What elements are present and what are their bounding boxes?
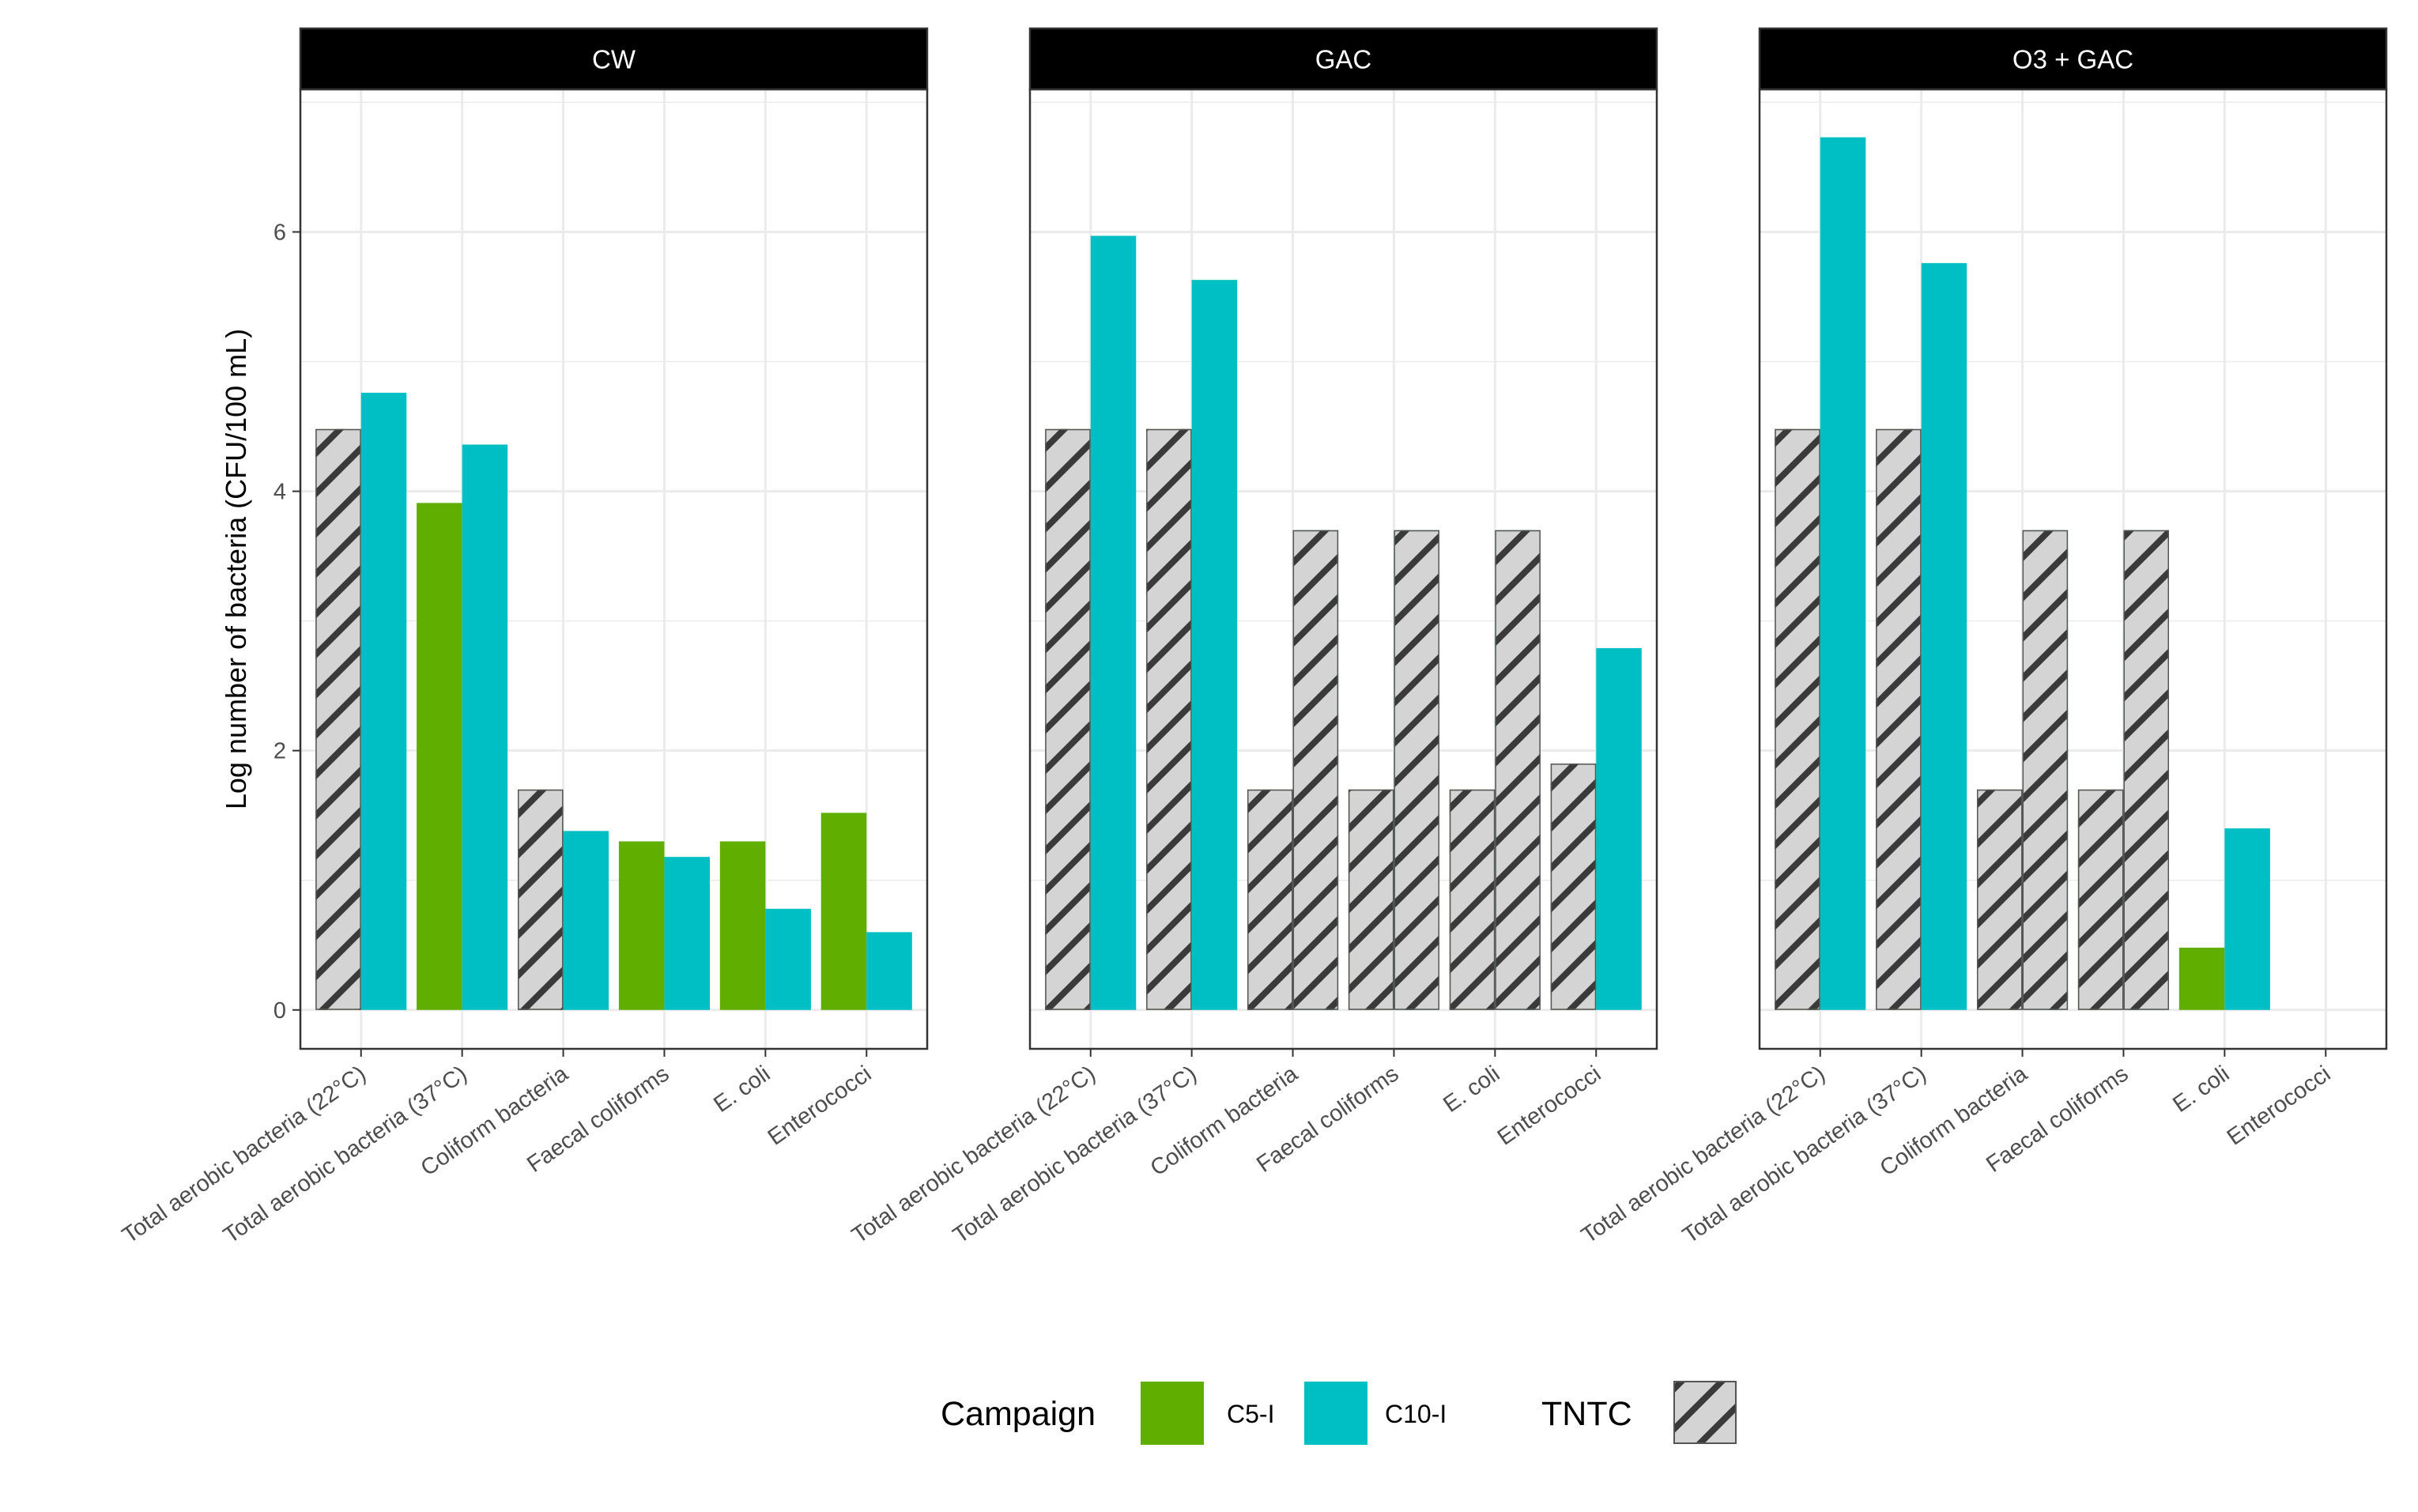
bar-c5-0-tntc-outline — [315, 428, 361, 1010]
panel-title: CW — [592, 45, 636, 74]
bar-c10-4 — [2224, 828, 2270, 1010]
bar-c5-0-tntc-outline — [1775, 428, 1820, 1010]
panel-strip — [1028, 27, 1658, 91]
bar-c10-2-tntc-outline — [1292, 530, 1339, 1010]
y-tick-label: 0 — [273, 998, 286, 1024]
bar-c5-1-tntc-outline — [1146, 428, 1192, 1010]
bar-c5-2-tntc-hatch — [517, 789, 564, 1010]
bar-c10-3-tntc-outline — [2123, 530, 2170, 1010]
legend-tntc-label: TNTC — [1541, 1395, 1632, 1433]
bar-c5-0-tntc-hatch — [1045, 428, 1091, 1010]
panel-title: GAC — [1315, 45, 1372, 74]
bar-c5-1-tntc-hatch — [1876, 428, 1922, 1010]
bar-c5-1 — [417, 503, 462, 1010]
panel-title: O3 + GAC — [2012, 45, 2133, 74]
bar-c10-2 — [563, 831, 609, 1010]
bar-c10-2-tntc-hatch — [2022, 530, 2069, 1010]
bar-c10-2-tntc-outline — [2022, 530, 2069, 1010]
bar-c10-5 — [866, 932, 912, 1010]
bar-c5-4-tntc-hatch — [1449, 789, 1496, 1010]
bar-c10-4 — [765, 908, 811, 1010]
bar-c5-2-tntc-hatch — [1247, 789, 1293, 1010]
panel-strip — [1758, 27, 2388, 91]
panel-strip — [299, 27, 929, 91]
bar-c10-3-tntc-outline — [1394, 530, 1440, 1010]
x-tick-label: E. coli — [709, 1061, 775, 1118]
legend-key-tntc — [1673, 1381, 1737, 1444]
bar-c5-3 — [618, 841, 665, 1010]
bar-c5-2-tntc-outline — [1976, 789, 2023, 1010]
legend-label-c5: C5-I — [1227, 1400, 1274, 1428]
bar-c5-5-tntc-hatch — [1550, 764, 1597, 1010]
legend-title: Campaign — [941, 1395, 1096, 1433]
y-tick-label: 2 — [273, 739, 286, 764]
bar-c5-4 — [2178, 948, 2225, 1010]
legend-key-c10 — [1304, 1382, 1367, 1445]
bar-c5-3-tntc-hatch — [1348, 789, 1394, 1010]
bar-c10-4-tntc-outline — [1495, 530, 1541, 1010]
bar-c5-2-tntc-hatch — [1976, 789, 2023, 1010]
legend-key-c5 — [1141, 1382, 1204, 1445]
x-tick-label: Enterococci — [2223, 1061, 2335, 1151]
y-tick-label: 6 — [273, 220, 286, 245]
bar-c5-3-tntc-outline — [2077, 789, 2124, 1010]
bar-c10-5 — [1596, 648, 1642, 1010]
bar-c5-2-tntc-outline — [1247, 789, 1293, 1010]
bar-c5-4-tntc-outline — [1449, 789, 1496, 1010]
bar-c5-1-tntc-hatch — [1146, 428, 1192, 1010]
bar-c5-2-tntc-outline — [517, 789, 564, 1010]
bar-c10-0 — [360, 392, 407, 1010]
y-tick-label: 4 — [273, 480, 286, 505]
bar-c10-0 — [1090, 236, 1137, 1010]
bar-c10-4-tntc-hatch — [1495, 530, 1541, 1010]
bar-c10-1 — [1191, 280, 1238, 1010]
x-tick-label: E. coli — [2168, 1061, 2234, 1118]
bar-c10-2-tntc-hatch — [1292, 530, 1339, 1010]
bar-c10-1 — [462, 444, 508, 1010]
bar-c5-1-tntc-outline — [1876, 428, 1922, 1010]
bar-c5-0-tntc-outline — [1045, 428, 1091, 1010]
bar-c5-0-tntc-hatch — [315, 428, 361, 1010]
legend: Campaign C5-I C10-I TNTC — [941, 1381, 1737, 1445]
x-tick-label: Enterococci — [764, 1061, 876, 1151]
legend-label-c10: C10-I — [1385, 1400, 1447, 1428]
bar-c10-3 — [664, 857, 711, 1010]
x-tick-label: Enterococci — [1493, 1061, 1605, 1151]
y-axis-title: Log number of bacteria (CFU/100 mL) — [220, 329, 252, 809]
bar-c5-3-tntc-hatch — [2077, 789, 2124, 1010]
x-tick-label: E. coli — [1439, 1061, 1504, 1118]
bar-c5-4 — [719, 841, 766, 1010]
bar-c5-5 — [820, 813, 867, 1010]
bar-c10-0 — [1820, 137, 1866, 1010]
bar-c5-0-tntc-hatch — [1775, 428, 1820, 1010]
bar-c10-1 — [1921, 262, 1967, 1010]
bar-c5-3-tntc-outline — [1348, 789, 1394, 1010]
bar-c5-5-tntc-outline — [1550, 764, 1597, 1010]
bar-c10-3-tntc-hatch — [2123, 530, 2170, 1010]
bar-c10-3-tntc-hatch — [1394, 530, 1440, 1010]
